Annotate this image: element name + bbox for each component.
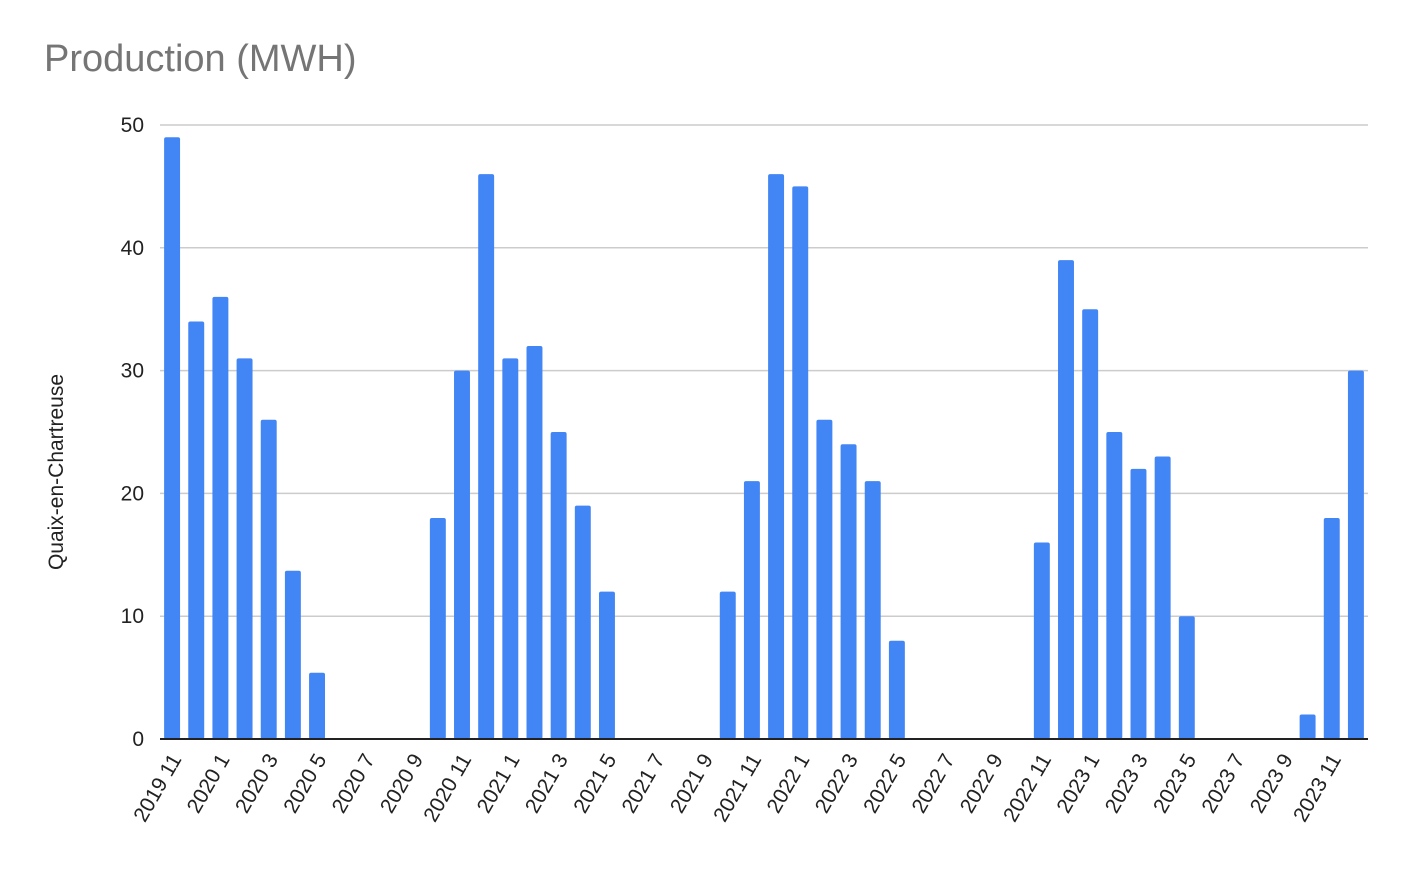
x-tick-label: 2022 5 — [859, 750, 911, 817]
gridlines — [160, 124, 1368, 617]
bar-2023-1 — [1082, 309, 1099, 739]
bar-2020-3 — [260, 419, 277, 739]
x-tick-label: 2022 1 — [763, 750, 815, 817]
y-tick-label: 0 — [132, 728, 144, 751]
bars — [164, 137, 1364, 739]
bar-2022-12 — [1058, 260, 1074, 739]
x-tick-label: 2023 5 — [1149, 750, 1201, 817]
x-tick-label: 2021 9 — [666, 750, 718, 817]
y-tick-label: 50 — [121, 114, 144, 137]
bar-2021-3 — [550, 432, 567, 739]
x-tick-label: 2019 11 — [129, 750, 186, 826]
bar-2022-3 — [840, 444, 857, 739]
bar-2021-2 — [526, 346, 543, 739]
y-axis-ticks: 0 10 20 30 40 50 — [121, 114, 144, 751]
bar-2021-5 — [598, 591, 615, 739]
x-tick-label: 2022 3 — [811, 750, 863, 817]
x-tick-label: 2020 1 — [183, 750, 235, 817]
bar-2020-2 — [236, 358, 253, 739]
bar-2023-2 — [1106, 432, 1123, 739]
x-tick-label: 2020 9 — [376, 750, 428, 817]
bar-2020-1 — [212, 296, 229, 739]
x-tick-label: 2021 5 — [569, 750, 621, 817]
bar-2023-5 — [1178, 616, 1195, 739]
y-tick-label: 10 — [121, 605, 144, 628]
bar-2021-4 — [574, 505, 591, 739]
bar-2021-1 — [502, 358, 519, 739]
y-tick-label: 30 — [121, 360, 144, 383]
bar-2021-12 — [768, 174, 785, 739]
bar-2022-5 — [888, 640, 905, 739]
chart-title: Production (MWH) — [44, 38, 357, 80]
bar-2023-11 — [1323, 517, 1340, 739]
y-tick-label: 40 — [121, 237, 144, 260]
x-tick-label: 2020 7 — [328, 750, 380, 817]
bar-2021-11 — [743, 481, 760, 739]
x-tick-label: 2023 9 — [1246, 750, 1298, 817]
bar-2020-12 — [478, 174, 495, 739]
y-axis-title: Quaix-en-Chartreuse — [45, 374, 68, 570]
x-tick-label: 2022 9 — [956, 750, 1008, 817]
x-tick-label: 2023 1 — [1052, 750, 1104, 817]
bar-2022-1 — [792, 186, 809, 739]
bar-2021-10 — [719, 591, 736, 739]
bar-2023-4 — [1154, 456, 1171, 739]
bar-2022-4 — [864, 481, 881, 739]
bar-2022-2 — [816, 419, 833, 739]
bar-2023-3 — [1130, 468, 1147, 739]
bar-2020-10 — [429, 517, 446, 739]
bar-2020-4 — [284, 570, 301, 739]
x-tick-label: 2021 1 — [473, 750, 525, 817]
y-tick-label: 20 — [121, 482, 144, 505]
bar-2019-12 — [188, 321, 205, 739]
x-tick-label: 2021 7 — [618, 750, 670, 817]
x-tick-label: 2023 3 — [1101, 750, 1153, 817]
bar-2023-12 — [1347, 370, 1364, 739]
x-tick-label: 2020 3 — [231, 750, 283, 817]
bar-2020-11 — [454, 370, 470, 739]
x-tick-label: 2021 3 — [521, 750, 573, 817]
bar-2023-10 — [1299, 714, 1316, 739]
bar-2019-11 — [164, 137, 181, 739]
x-tick-label: 2022 7 — [907, 750, 959, 817]
x-tick-label: 2023 7 — [1197, 750, 1249, 817]
x-tick-label: 2020 5 — [279, 750, 331, 817]
bar-2022-11 — [1033, 542, 1050, 739]
bar-2020-5 — [309, 672, 326, 739]
